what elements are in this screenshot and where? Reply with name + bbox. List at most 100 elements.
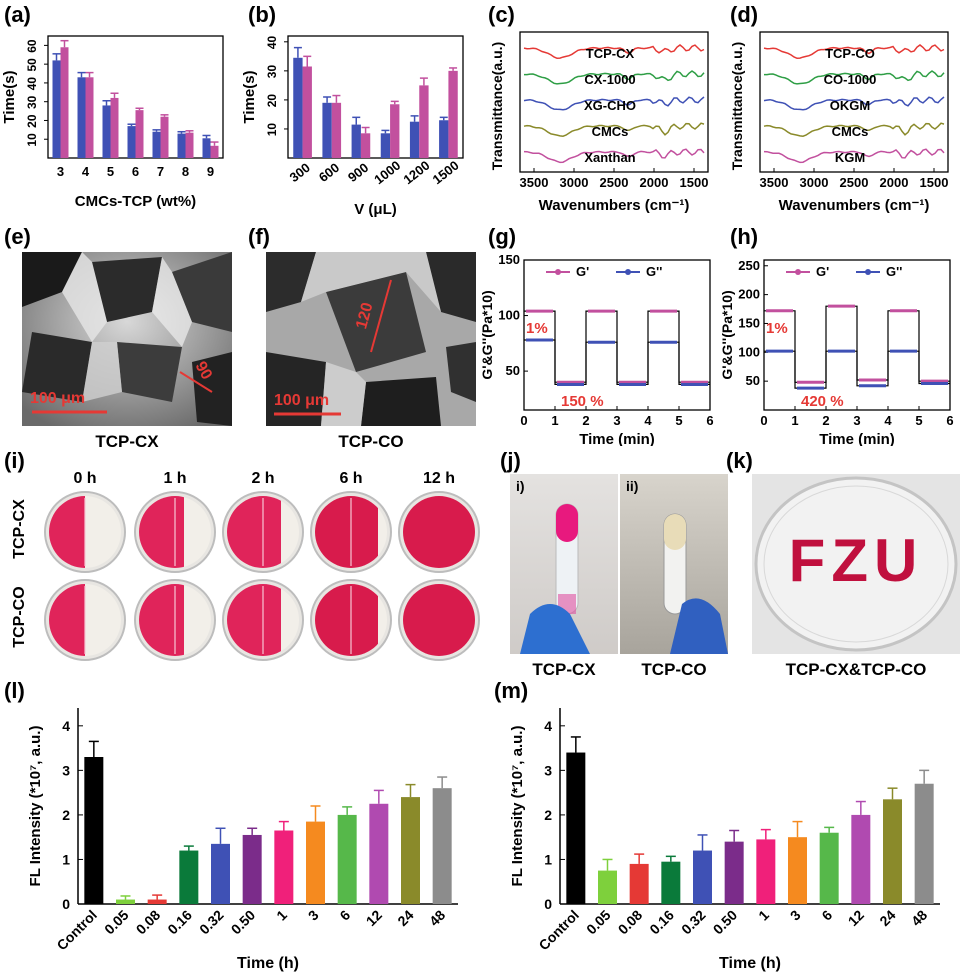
c-ylabel: Transmittance(a.u.): [489, 42, 505, 170]
b-ytick-label-0: 10: [265, 123, 279, 137]
a-ylabel: Time(s): [1, 70, 18, 123]
d-xtick-label-4: 1500: [920, 175, 949, 190]
m-xtick-label-11: 48: [908, 907, 930, 929]
c-spectrum-3: [523, 122, 705, 137]
g-annotation-0: 1%: [526, 320, 548, 337]
h-ylabel: G'&G''(Pa*10): [720, 290, 735, 379]
b-xtick-label-5: 1500: [430, 158, 462, 188]
l-bar-7: [306, 821, 325, 904]
m-bar-4: [693, 850, 712, 904]
h-legend-label-1: G'': [886, 264, 902, 279]
b-ytick-label-1: 20: [265, 94, 279, 108]
a-bar-s1-2: [110, 97, 119, 158]
caption-j-i: TCP-CX: [532, 660, 596, 679]
vial-photo-tcp-co: ii): [620, 474, 728, 654]
m-xlabel: Time (h): [719, 955, 781, 972]
b-bar-s0-3: [380, 133, 391, 158]
h-ytick-label-0: 50: [746, 373, 760, 388]
l-ylabel: FL Intensity (*10⁷, a.u.): [27, 726, 44, 887]
l-bar-5: [242, 834, 262, 904]
h-legend-marker-1: [865, 269, 871, 275]
c-spectrum-2: [523, 96, 705, 111]
b-bar-s1-3: [390, 104, 400, 158]
a-ytick-label-0: 10: [25, 133, 39, 147]
h-xtick-label-3: 3: [853, 413, 860, 428]
rheology-chart-g: 0 1 2 3 4 5 6 50 100 150 G' G'' 1% 150 % Time (min) G'&…: [480, 252, 714, 446]
m-bar-6: [756, 839, 776, 904]
h-xtick-label-1: 1: [791, 413, 798, 428]
b-ytick-label-2: 30: [265, 65, 279, 79]
l-bar-0: [84, 757, 104, 904]
l-bar-9: [369, 803, 389, 904]
d-spectrum-0: [763, 44, 945, 60]
m-xtick-label-2: 0.08: [615, 907, 646, 938]
l-xtick-label-6: 1: [273, 907, 290, 924]
ftir-chart-d: TCP-CO CO-1000 OKGM CMCs KGM 3500 3000 2500 2000…: [729, 31, 949, 214]
m-bar-2: [629, 863, 649, 904]
m-bar-11: [914, 783, 934, 904]
l-xtick-label-3: 0.16: [164, 907, 195, 938]
g-ylabel: G'&G''(Pa*10): [480, 290, 495, 379]
m-xtick-label-5: 0.50: [710, 907, 741, 938]
a-bar-s1-3: [135, 110, 144, 158]
b-ylabel: Time(s): [241, 70, 258, 123]
panel-label-m: (m): [494, 678, 529, 703]
l-xtick-label-5: 0.50: [228, 907, 259, 938]
m-xtick-label-1: 0.05: [583, 907, 614, 938]
c-series-label-4: Xanthan: [584, 150, 635, 165]
m-xtick-label-7: 3: [787, 907, 804, 924]
panel-label-b: (b): [248, 2, 277, 27]
panel-label-k: (k): [726, 448, 753, 473]
m-xtick-label-3: 0.16: [646, 907, 677, 938]
a-ytick-label-2: 30: [25, 95, 39, 109]
vial-drawing-ii: [663, 513, 728, 654]
m-bar-1: [598, 870, 617, 904]
fzu-text: FZU: [788, 527, 924, 594]
a-bar-s1-1: [85, 77, 94, 158]
g-xtick-label-2: 2: [582, 413, 589, 428]
l-xlabel: Time (h): [237, 955, 299, 972]
a-ytick-label-4: 50: [25, 58, 39, 72]
h-xtick-label-0: 0: [760, 413, 767, 428]
b-xtick-label-4: 1200: [400, 158, 432, 188]
g-annotation-1: 150 %: [561, 393, 604, 410]
m-bar-10: [883, 799, 902, 904]
sem-image-tcp-co: 120 100 μm: [266, 252, 476, 426]
d-spectrum-1: [764, 70, 945, 85]
healing-time-2: 2 h: [251, 470, 275, 487]
h-xlabel: Time (min): [819, 431, 895, 446]
b-xtick-label-3: 1000: [371, 158, 403, 188]
g-ytick-label-2: 150: [498, 252, 520, 267]
a-bar-s0-4: [152, 131, 161, 158]
m-ytick-label-3: 3: [544, 762, 552, 778]
h-xtick-label-6: 6: [946, 413, 953, 428]
b-bar-s1-2: [360, 133, 371, 158]
l-bar-2: [147, 899, 167, 904]
b-bar-s0-2: [351, 124, 361, 158]
c-spectrum-4: [523, 148, 705, 164]
c-series-label-0: TCP-CX: [586, 46, 635, 61]
panel-label-f: (f): [248, 224, 270, 249]
b-bar-s0-4: [409, 121, 420, 158]
l-ytick-label-2: 2: [62, 807, 70, 823]
b-bar-s1-4: [419, 85, 429, 158]
b-bar-s0-1: [322, 102, 332, 158]
m-bar-9: [851, 814, 871, 904]
a-xtick-label-5: 8: [182, 164, 189, 179]
a-ytick-label-3: 40: [25, 77, 39, 91]
l-bar-3: [179, 850, 199, 904]
healing-time-0: 0 h: [73, 470, 97, 487]
c-spectrum-1: [524, 70, 705, 85]
m-xtick-label-10: 24: [876, 907, 898, 929]
g-xtick-label-3: 3: [613, 413, 620, 428]
m-bar-7: [788, 837, 807, 904]
ftir-chart-c: TCP-CX CX-1000 XG-CHO CMCs Xanthan 3500 3000 25…: [489, 31, 709, 214]
l-ytick-label-3: 3: [62, 762, 70, 778]
b-bar-s0-5: [439, 120, 449, 158]
caption-f: TCP-CO: [338, 432, 404, 451]
g-xtick-label-4: 4: [644, 413, 652, 428]
l-xtick-label-9: 12: [363, 907, 385, 929]
h-annotation-0: 1%: [766, 320, 788, 337]
